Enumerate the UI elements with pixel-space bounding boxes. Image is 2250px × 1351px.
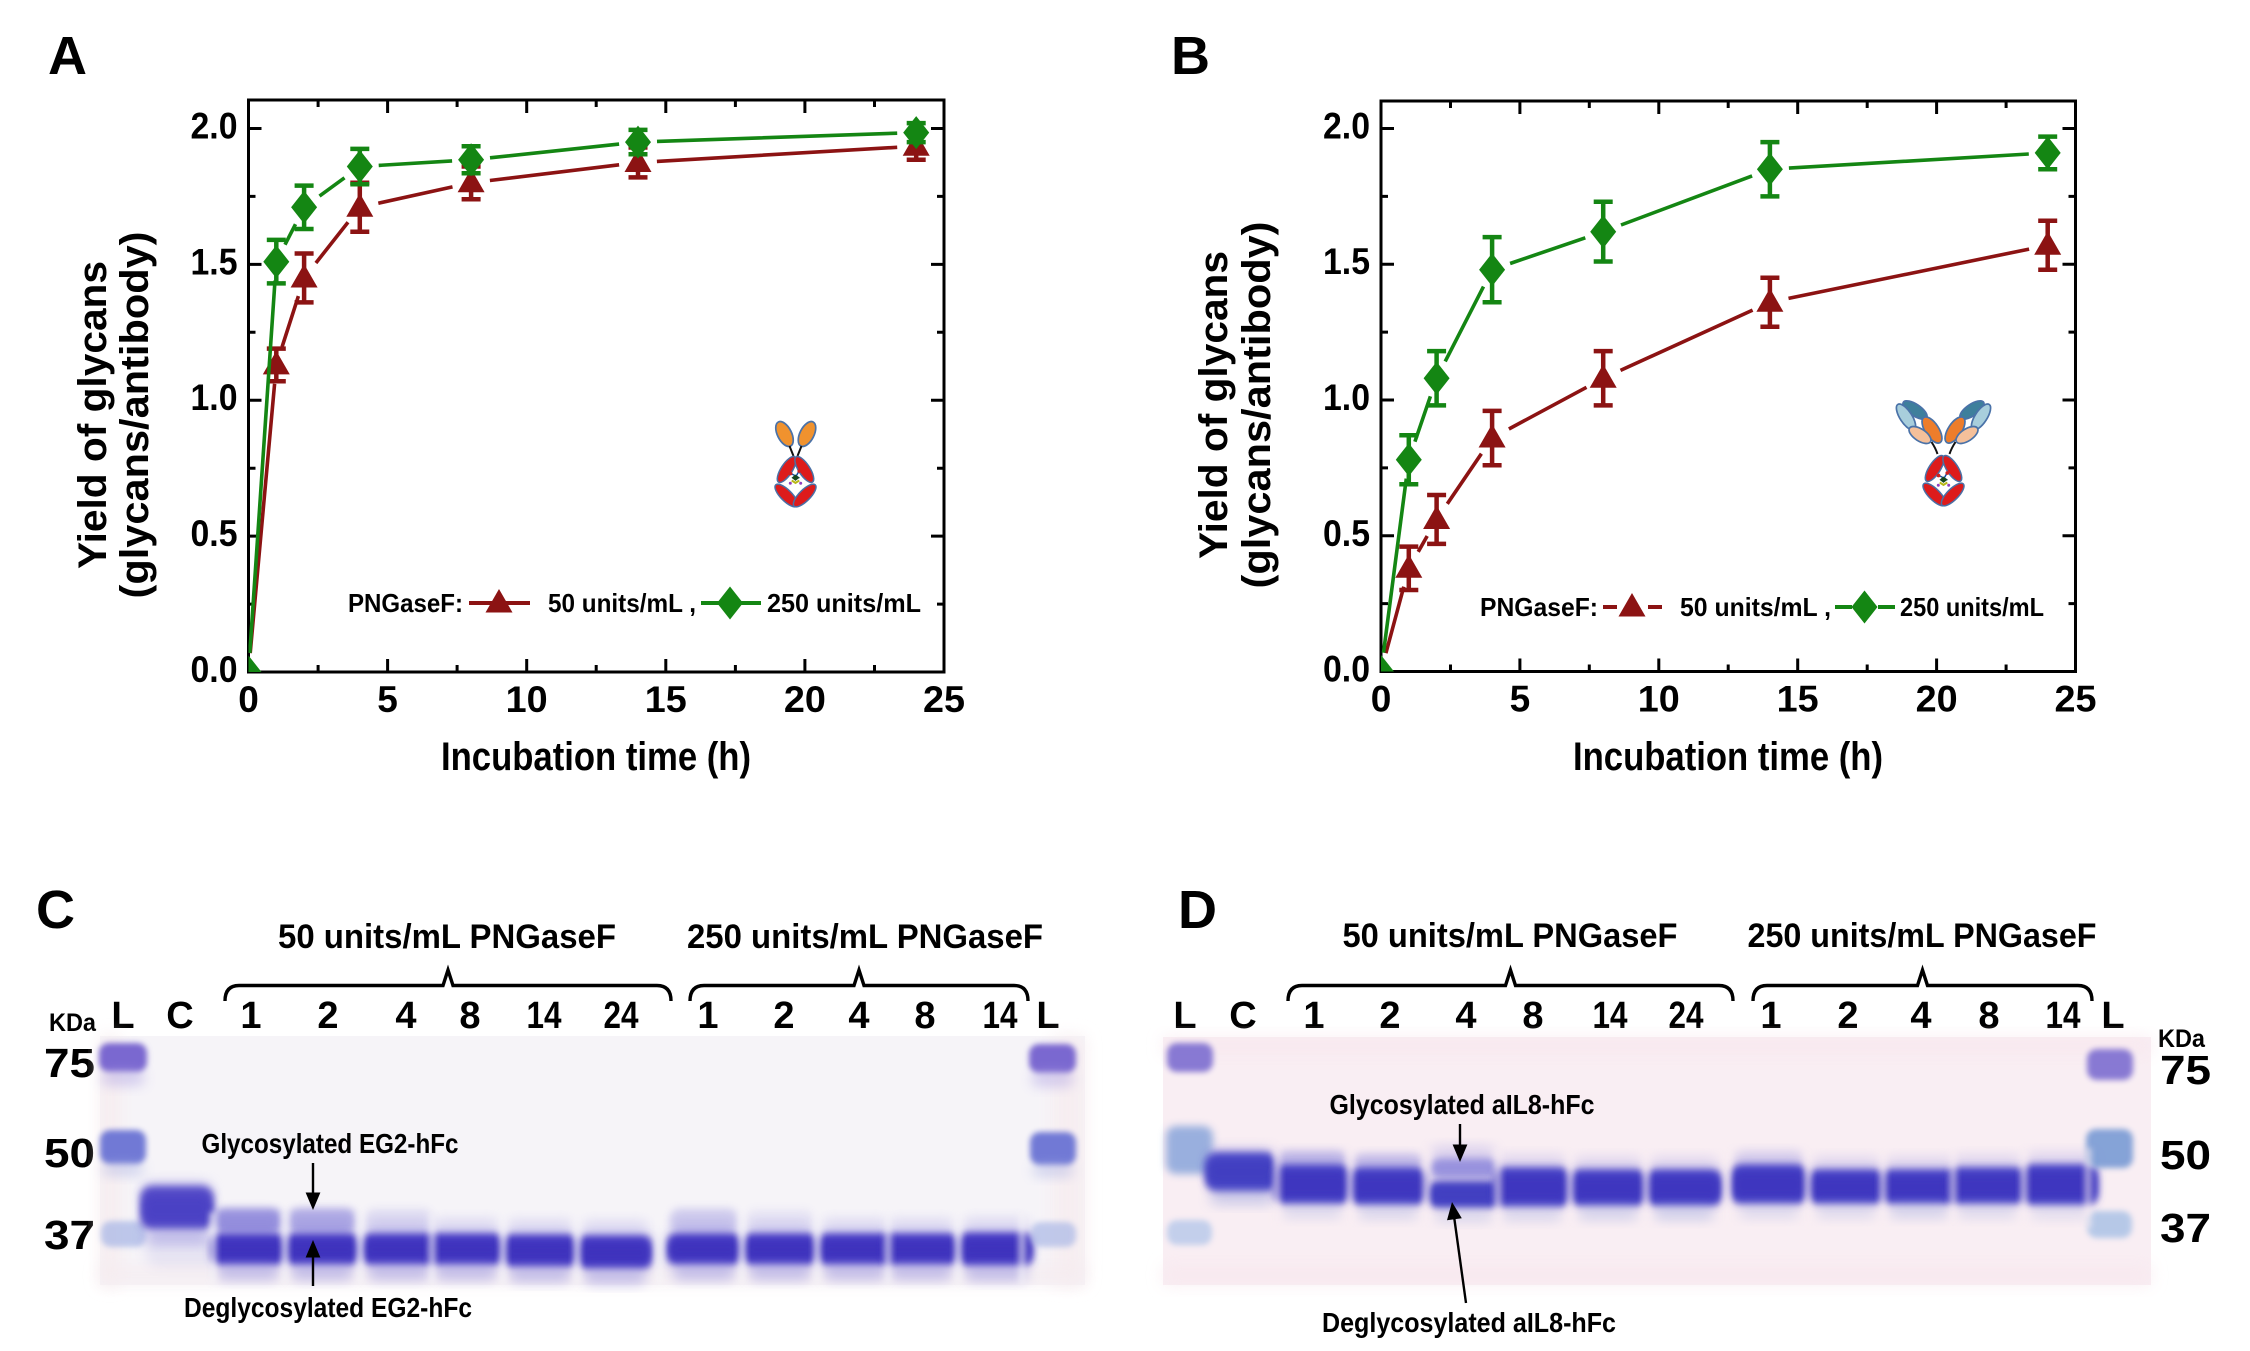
svg-text:Incubation time (h): Incubation time (h) (1573, 735, 1883, 779)
svg-text:1: 1 (1303, 995, 1324, 1037)
svg-text:1: 1 (697, 995, 718, 1037)
svg-text:1.0: 1.0 (191, 377, 238, 418)
svg-text:37: 37 (44, 1212, 95, 1258)
svg-text:24: 24 (604, 995, 639, 1037)
svg-text:25: 25 (2055, 679, 2097, 720)
svg-text:0: 0 (238, 679, 259, 720)
svg-text:L: L (2101, 995, 2124, 1037)
svg-text:4: 4 (848, 995, 869, 1037)
svg-text:(glycans/antibody): (glycans/antibody) (1235, 222, 1279, 589)
svg-text:50 units/mL ,: 50 units/mL , (548, 588, 696, 618)
svg-text:10: 10 (1638, 679, 1680, 720)
svg-text:2.0: 2.0 (191, 106, 238, 147)
svg-text:250 units/mL PNGaseF: 250 units/mL PNGaseF (1748, 917, 2097, 955)
svg-text:2: 2 (317, 995, 338, 1037)
svg-text:(glycans/antibody): (glycans/antibody) (113, 232, 157, 599)
svg-text:50 units/mL PNGaseF: 50 units/mL PNGaseF (1343, 917, 1678, 955)
svg-text:250 units/mL PNGaseF: 250 units/mL PNGaseF (687, 918, 1043, 956)
svg-text:PNGaseF:: PNGaseF: (1480, 592, 1598, 622)
svg-text:L: L (1036, 995, 1059, 1037)
svg-text:1.0: 1.0 (1323, 377, 1370, 418)
svg-text:4: 4 (1910, 995, 1931, 1037)
svg-text:KDa: KDa (49, 1009, 97, 1037)
svg-text:B: B (1171, 26, 1210, 86)
svg-text:14: 14 (527, 995, 562, 1037)
svg-text:Deglycosylated aIL8-hFc: Deglycosylated aIL8-hFc (1322, 1307, 1616, 1338)
svg-text:Glycosylated aIL8-hFc: Glycosylated aIL8-hFc (1330, 1089, 1595, 1120)
svg-text:1: 1 (1760, 995, 1781, 1037)
svg-text:250 units/mL: 250 units/mL (767, 588, 921, 618)
svg-text:PNGaseF:: PNGaseF: (348, 588, 463, 618)
svg-text:L: L (111, 995, 134, 1037)
svg-text:37: 37 (2160, 1205, 2211, 1251)
svg-text:15: 15 (1777, 679, 1819, 720)
svg-text:20: 20 (784, 679, 826, 720)
svg-text:D: D (1178, 880, 1217, 940)
svg-text:1.5: 1.5 (191, 241, 238, 282)
svg-text:0.5: 0.5 (1323, 513, 1370, 554)
svg-text:Deglycosylated EG2-hFc: Deglycosylated EG2-hFc (184, 1292, 472, 1323)
svg-text:1: 1 (240, 995, 261, 1037)
svg-text:KDa: KDa (2158, 1025, 2206, 1053)
svg-text:14: 14 (1593, 995, 1628, 1037)
svg-text:5: 5 (377, 679, 398, 720)
svg-text:50 units/mL ,: 50 units/mL , (1680, 592, 1831, 622)
svg-text:2: 2 (1837, 995, 1858, 1037)
svg-text:0.5: 0.5 (191, 513, 238, 554)
svg-text:Yield of glycans: Yield of glycans (1192, 251, 1236, 559)
svg-text:20: 20 (1916, 679, 1958, 720)
svg-text:75: 75 (2160, 1047, 2211, 1093)
svg-text:24: 24 (1669, 995, 1704, 1037)
svg-text:0.0: 0.0 (191, 649, 238, 690)
svg-text:75: 75 (44, 1040, 95, 1086)
svg-text:14: 14 (983, 995, 1018, 1037)
svg-text:10: 10 (506, 679, 548, 720)
svg-text:4: 4 (395, 995, 416, 1037)
svg-text:0: 0 (1371, 679, 1392, 720)
svg-text:Incubation time (h): Incubation time (h) (441, 735, 751, 779)
svg-text:250 units/mL: 250 units/mL (1900, 592, 2044, 622)
svg-text:50: 50 (2160, 1132, 2211, 1178)
svg-text:8: 8 (1978, 995, 1999, 1037)
svg-text:4: 4 (1455, 995, 1476, 1037)
svg-text:2: 2 (773, 995, 794, 1037)
svg-text:8: 8 (459, 995, 480, 1037)
svg-text:0.0: 0.0 (1323, 649, 1370, 690)
svg-text:C: C (1229, 995, 1256, 1037)
svg-text:2: 2 (1379, 995, 1400, 1037)
svg-text:C: C (166, 995, 193, 1037)
svg-text:1.5: 1.5 (1323, 241, 1370, 282)
svg-text:L: L (1173, 995, 1196, 1037)
svg-text:2.0: 2.0 (1323, 106, 1370, 147)
svg-text:50: 50 (44, 1130, 95, 1176)
svg-text:A: A (48, 26, 87, 86)
svg-text:8: 8 (1522, 995, 1543, 1037)
svg-text:5: 5 (1510, 679, 1531, 720)
svg-text:50 units/mL PNGaseF: 50 units/mL PNGaseF (278, 918, 616, 956)
svg-text:25: 25 (923, 679, 965, 720)
svg-text:15: 15 (645, 679, 687, 720)
svg-text:Glycosylated EG2-hFc: Glycosylated EG2-hFc (202, 1128, 459, 1159)
svg-text:14: 14 (2046, 995, 2081, 1037)
svg-text:C: C (36, 880, 75, 940)
svg-text:Yield of glycans: Yield of glycans (71, 261, 115, 569)
svg-text:8: 8 (914, 995, 935, 1037)
